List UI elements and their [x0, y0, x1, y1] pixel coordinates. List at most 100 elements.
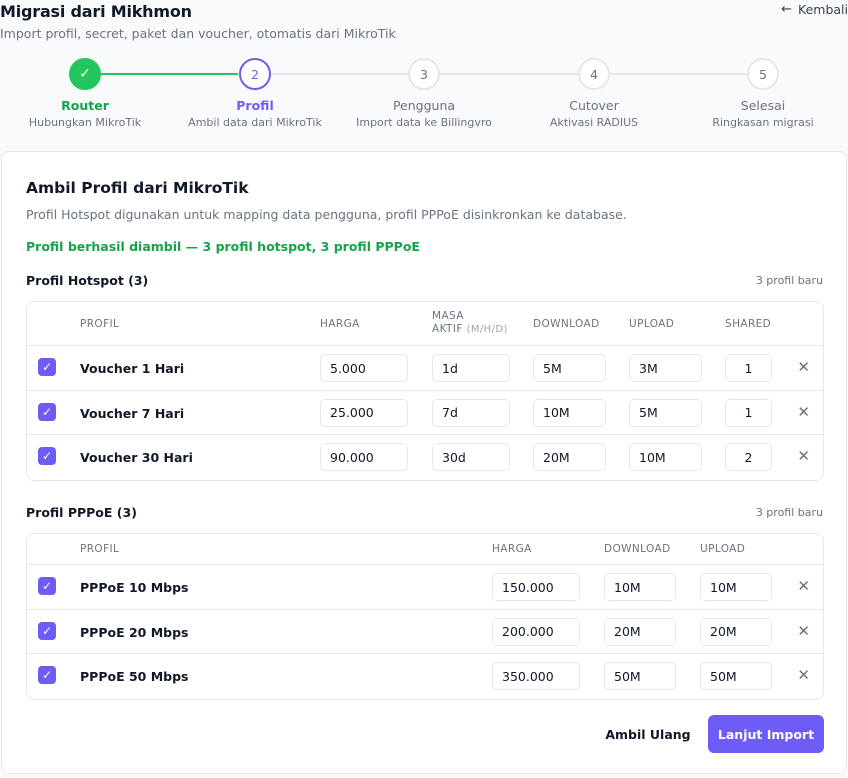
column-header-download: DOWNLOAD [604, 543, 671, 555]
column-header-profile: PROFIL [80, 543, 120, 555]
pppoe-table: PROFIL HARGA DOWNLOAD UPLOAD ✓ PPPoE 10 … [26, 533, 824, 700]
table-row: ✓ Voucher 1 Hari ✕ [27, 346, 823, 391]
close-icon[interactable]: ✕ [797, 666, 810, 684]
hotspot-new-count: 3 profil baru [755, 274, 823, 287]
retry-fetch-button[interactable]: Ambil Ulang [598, 715, 698, 753]
step-description: Ringkasan migrasi [712, 116, 814, 129]
price-input[interactable] [320, 398, 408, 427]
close-icon[interactable]: ✕ [797, 402, 810, 421]
step-description: Aktivasi RADIUS [549, 116, 639, 129]
check-icon[interactable]: ✓ [38, 621, 56, 640]
close-icon[interactable]: ✕ [797, 577, 810, 595]
profile-name: PPPoE 50 Mbps [80, 669, 189, 684]
back-label: Kembali [798, 2, 848, 17]
check-icon[interactable]: ✓ [38, 577, 56, 595]
column-header-upload: UPLOAD [700, 543, 746, 555]
upload-input[interactable] [629, 354, 702, 382]
step-label: Profil [236, 98, 274, 113]
pppoe-new-count: 3 profil baru [755, 506, 823, 519]
price-input[interactable] [492, 617, 580, 646]
page-subtitle: Import profil, secret, paket dan voucher… [0, 26, 396, 41]
pppoe-section-title: Profil PPPoE (3) [26, 505, 137, 520]
column-header-period-line1: MASA [432, 310, 464, 322]
download-input[interactable] [604, 662, 676, 690]
step-number: 5 [747, 58, 779, 90]
column-header-period: MASA AKTIF (M/H/D) [432, 310, 508, 336]
profile-name: PPPoE 20 Mbps [80, 624, 189, 640]
stepper: ✓ Router Hubungkan MikroTik 2 Profil Amb… [0, 58, 848, 138]
profile-name: Voucher 30 Hari [80, 450, 193, 465]
step-description: Hubungkan MikroTik [28, 116, 142, 129]
column-header-download: DOWNLOAD [533, 318, 600, 330]
download-input[interactable] [533, 354, 606, 382]
hotspot-section-title: Profil Hotspot (3) [26, 273, 149, 288]
table-row: ✓ Voucher 30 Hari ✕ [27, 435, 823, 480]
upload-input[interactable] [700, 662, 772, 690]
back-link[interactable]: ← Kembali [781, 2, 848, 17]
table-header: PROFIL HARGA MASA AKTIF (M/H/D) DOWNLOAD… [27, 302, 823, 346]
step-label: Cutover [569, 98, 619, 113]
step-connector-4 [610, 73, 748, 75]
upload-input[interactable] [700, 573, 772, 601]
shared-input[interactable] [725, 354, 772, 382]
profile-name: Voucher 7 Hari [80, 405, 185, 421]
page-title: Migrasi dari Mikhmon [0, 2, 192, 21]
column-header-shared: SHARED [725, 318, 772, 330]
step-description: Import data ke Billingvro [356, 116, 492, 129]
step-label: Pengguna [392, 98, 456, 113]
price-input[interactable] [492, 662, 580, 690]
step-connector-1 [100, 73, 238, 75]
profile-name: PPPoE 10 Mbps [80, 580, 189, 595]
upload-input[interactable] [629, 398, 702, 427]
column-header-profile: PROFIL [80, 318, 120, 330]
column-header-upload: UPLOAD [629, 318, 675, 330]
profile-card: Ambil Profil dari MikroTik Profil Hotspo… [1, 151, 847, 774]
download-input[interactable] [533, 398, 606, 427]
column-header-period-line2: AKTIF (M/H/D) [432, 323, 508, 336]
close-icon[interactable]: ✕ [797, 621, 810, 640]
card-description: Profil Hotspot digunakan untuk mapping d… [26, 207, 627, 222]
continue-import-button[interactable]: Lanjut Import [708, 715, 824, 753]
step-number: 3 [408, 58, 440, 90]
step-profil: 2 Profil Ambil data dari MikroTik [170, 58, 340, 129]
download-input[interactable] [604, 573, 676, 601]
period-input[interactable] [432, 354, 510, 382]
check-icon[interactable]: ✓ [38, 358, 56, 376]
shared-input[interactable] [725, 398, 772, 427]
table-row: ✓ Voucher 7 Hari ✕ [27, 391, 823, 435]
profile-name: Voucher 1 Hari [80, 361, 185, 376]
step-pengguna: 3 Pengguna Import data ke Billingvro [339, 58, 509, 129]
check-icon: ✓ [69, 58, 101, 90]
column-header-price: HARGA [320, 318, 360, 330]
step-cutover: 4 Cutover Aktivasi RADIUS [509, 58, 679, 129]
step-router: ✓ Router Hubungkan MikroTik [0, 58, 170, 129]
download-input[interactable] [604, 617, 676, 646]
upload-input[interactable] [629, 443, 702, 471]
table-row: ✓ PPPoE 20 Mbps ✕ [27, 610, 823, 654]
hotspot-table: PROFIL HARGA MASA AKTIF (M/H/D) DOWNLOAD… [26, 301, 824, 481]
table-header: PROFIL HARGA DOWNLOAD UPLOAD [27, 534, 823, 565]
upload-input[interactable] [700, 617, 772, 646]
arrow-left-icon: ← [781, 2, 793, 17]
column-header-price: HARGA [492, 543, 532, 555]
check-icon[interactable]: ✓ [38, 402, 56, 421]
shared-input[interactable] [725, 443, 772, 471]
price-input[interactable] [492, 573, 580, 601]
success-message: Profil berhasil diambil — 3 profil hotsp… [26, 239, 420, 254]
period-input[interactable] [432, 443, 510, 471]
close-icon[interactable]: ✕ [797, 447, 810, 465]
price-input[interactable] [320, 354, 408, 382]
step-number: 2 [239, 58, 271, 90]
price-input[interactable] [320, 443, 408, 471]
column-header-period-unit: (M/H/D) [466, 324, 508, 335]
download-input[interactable] [533, 443, 606, 471]
check-icon[interactable]: ✓ [38, 666, 56, 684]
close-icon[interactable]: ✕ [797, 358, 810, 376]
table-row: ✓ PPPoE 10 Mbps ✕ [27, 565, 823, 610]
step-description: Ambil data dari MikroTik [188, 116, 322, 129]
period-input[interactable] [432, 398, 510, 427]
step-number: 4 [578, 58, 610, 90]
check-icon[interactable]: ✓ [38, 447, 56, 465]
step-connector-2 [270, 73, 408, 75]
step-selesai: 5 Selesai Ringkasan migrasi [678, 58, 848, 129]
